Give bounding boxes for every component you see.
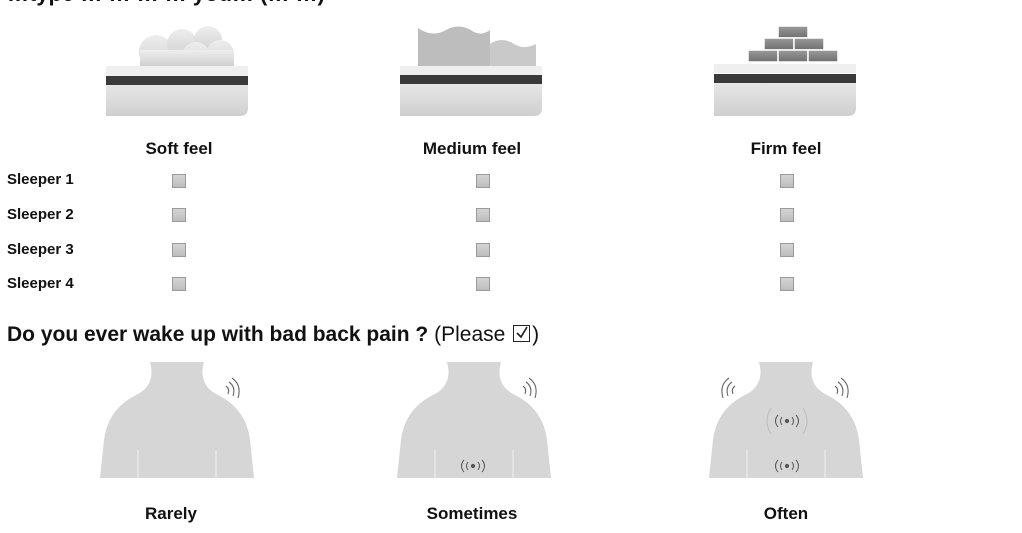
medium-feel-label: Medium feel <box>422 139 522 158</box>
soft-mattress-icon <box>106 26 248 116</box>
question-text: Do you ever wake up with bad back pain ? <box>7 323 429 346</box>
sleeper-3-firm-checkbox[interactable] <box>780 243 794 257</box>
back-pain-rarely-icon <box>100 362 254 478</box>
sleeper-4-soft-checkbox[interactable] <box>172 277 186 291</box>
sleeper-2-firm-checkbox[interactable] <box>780 208 794 222</box>
medium-mattress-icon <box>400 26 542 116</box>
sleeper-4-medium-checkbox[interactable] <box>476 277 490 291</box>
question-instruction-open: (Please <box>434 323 506 346</box>
sleeper-2-medium-checkbox[interactable] <box>476 208 490 222</box>
soft-feel-label: Soft feel <box>145 139 213 158</box>
firm-feel-label: Firm feel <box>750 139 822 158</box>
sleeper-3-soft-checkbox[interactable] <box>172 243 186 257</box>
sleeper-2-label: Sleeper 2 <box>7 206 74 223</box>
back-pain-often-icon <box>709 362 863 478</box>
question-instruction-close: ) <box>532 323 540 346</box>
sleeper-1-label: Sleeper 1 <box>7 171 74 188</box>
sleeper-1-firm-checkbox[interactable] <box>780 174 794 188</box>
sleeper-2-soft-checkbox[interactable] <box>172 208 186 222</box>
back-pain-sometimes-icon <box>397 362 551 478</box>
rarely-label: Rarely <box>145 504 197 523</box>
sleeper-3-medium-checkbox[interactable] <box>476 243 490 257</box>
partial-top-heading: …type … … … … you… (… …) <box>7 0 325 7</box>
sleeper-4-label: Sleeper 4 <box>7 275 74 292</box>
sleeper-3-label: Sleeper 3 <box>7 241 74 258</box>
sleeper-1-soft-checkbox[interactable] <box>172 174 186 188</box>
firm-mattress-icon <box>714 25 856 116</box>
checkmark-box-icon <box>513 325 531 342</box>
sleeper-4-firm-checkbox[interactable] <box>780 277 794 291</box>
often-label: Often <box>763 504 809 523</box>
back-pain-question: Do you ever wake up with bad back pain ?… <box>7 323 539 347</box>
sometimes-label: Sometimes <box>426 504 518 523</box>
sleeper-1-medium-checkbox[interactable] <box>476 174 490 188</box>
